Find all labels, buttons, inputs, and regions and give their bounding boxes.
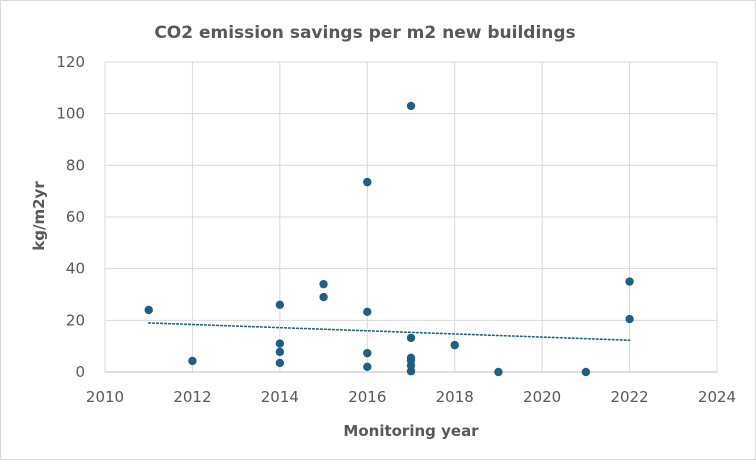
x-tick-label: 2016 [348,388,386,406]
data-point [363,362,372,372]
gridlines [104,61,718,372]
data-point [363,348,372,358]
data-point [144,305,153,315]
y-tick-label: 80 [66,156,85,174]
data-point [363,307,372,317]
data-point [625,314,634,324]
y-tick-label: 20 [66,311,85,329]
y-tick-label: 100 [56,105,85,123]
data-point [494,367,503,377]
y-tick-label: 60 [66,208,85,226]
y-tick-labels: 0 20 40 60 80 100 120 [56,53,85,381]
data-point [450,340,459,350]
x-tick-labels: 2010 2012 2014 2016 2018 2020 2022 2024 [86,388,736,406]
data-point [363,177,372,187]
data-point [275,300,285,310]
x-tick-label: 2020 [523,388,561,406]
y-tick-label: 0 [75,363,85,381]
data-point [319,279,328,289]
data-point [581,367,591,377]
data-point [275,339,285,348]
trendline-group [147,322,631,342]
data-point [275,347,285,357]
x-tick-label: 2010 [86,388,124,406]
x-tick-label: 2012 [173,388,211,406]
data-point [406,101,416,111]
y-tick-label: 120 [56,53,85,71]
data-points [144,101,634,377]
data-point [406,367,416,376]
data-point [406,333,416,343]
y-tick-label: 40 [66,260,85,278]
y-axis-title: kg/m2yr [30,181,48,251]
data-point [319,292,328,302]
x-tick-label: 2022 [610,388,648,406]
x-axis-title: Monitoring year [343,422,479,440]
x-tick-label: 2018 [436,388,474,406]
data-point [188,356,197,366]
data-point [275,358,285,368]
chart-title: CO2 emission savings per m2 new building… [154,23,575,43]
trendline [147,322,631,342]
x-tick-label: 2024 [698,388,736,406]
data-point [625,277,634,286]
x-tick-label: 2014 [261,388,299,406]
